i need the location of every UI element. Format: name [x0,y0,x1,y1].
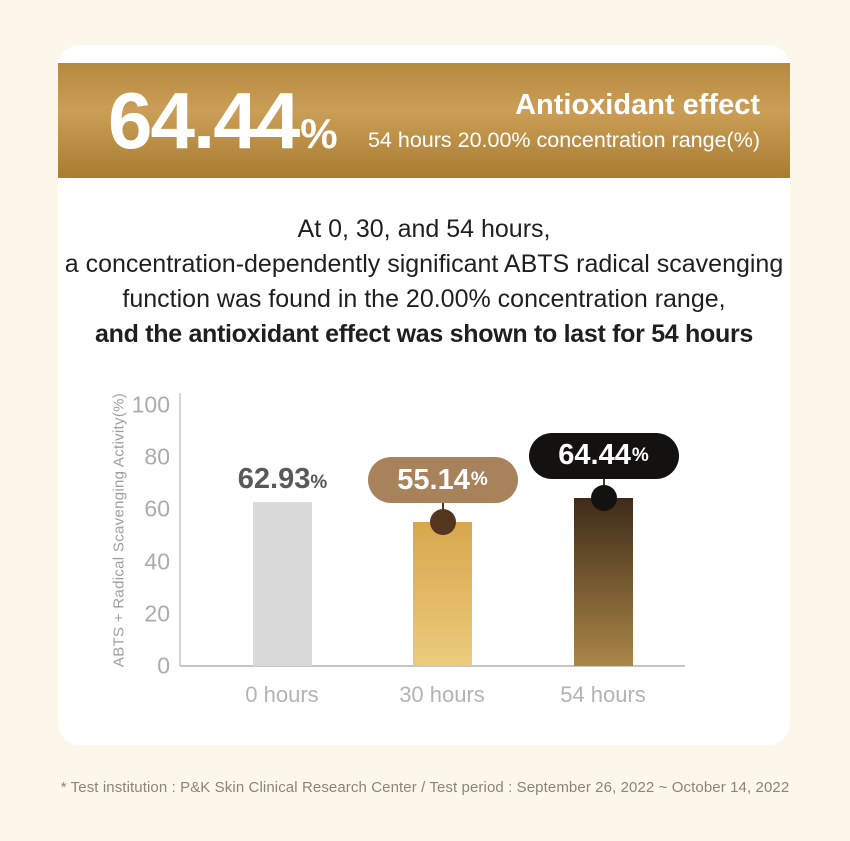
y-axis-line [179,393,181,666]
headline-percent-sign: % [300,109,338,157]
y-tick-label: 80 [144,443,170,470]
bar-column: 64.44% [528,405,679,666]
headline-number: 64.44 [108,75,300,165]
headline-banner: 64.44 % Antioxidant effect 54 hours 20.0… [58,63,790,178]
banner-subtitle: 54 hours 20.00% concentration range(%) [367,127,760,152]
description-line-3: function was found in the 20.00% concent… [122,285,726,313]
description-line-2: a concentration-dependently significant … [64,250,784,278]
plot-area: 62.93% 55.14% 64.44% [180,405,685,666]
x-axis-labels: 0 hours 30 hours 54 hours [180,682,685,712]
headline-value: 64.44 % [108,75,338,165]
bar-column: 62.93% [238,405,327,666]
y-axis-title: ABTS + Radical Scavenging Activity(%) [110,392,128,668]
description-line-1: At 0, 30, and 54 hours, [297,215,551,243]
bar-column: 55.14% [367,405,518,666]
bar-0-hours [253,501,312,666]
headline-caption: Antioxidant effect 54 hours 20.00% conce… [368,87,760,153]
bar-value-label: 62.93% [237,462,328,495]
description-paragraph: At 0, 30, and 54 hours, a concentration-… [58,212,790,352]
y-tick-label: 0 [157,652,170,679]
description-line-4: and the antioxidant effect was shown to … [95,320,753,348]
banner-title: Antioxidant effect [515,89,760,122]
bar-30-hours [413,522,472,666]
y-tick-label: 40 [144,548,170,575]
y-tick-labels: 0 20 40 60 80 100 [0,392,170,679]
bar-top-dot [429,509,456,536]
test-institution-footnote: * Test institution : P&K Skin Clinical R… [60,779,790,796]
x-axis-line [180,665,685,667]
x-label-54-hours: 54 hours [560,682,646,707]
percent-suffix: % [310,471,328,493]
bar-value-pill: 55.14% [367,457,518,504]
bar-top-dot [590,484,617,511]
x-label-0-hours: 0 hours [245,682,319,707]
x-label-30-hours: 30 hours [399,682,485,707]
y-tick-label: 20 [144,600,170,627]
bar-54-hours [574,497,633,666]
bar-value-pill: 64.44% [528,432,679,479]
percent-suffix: % [631,444,649,466]
y-tick-label: 60 [144,495,170,522]
y-tick-label: 100 [131,391,170,418]
percent-suffix: % [470,469,488,491]
